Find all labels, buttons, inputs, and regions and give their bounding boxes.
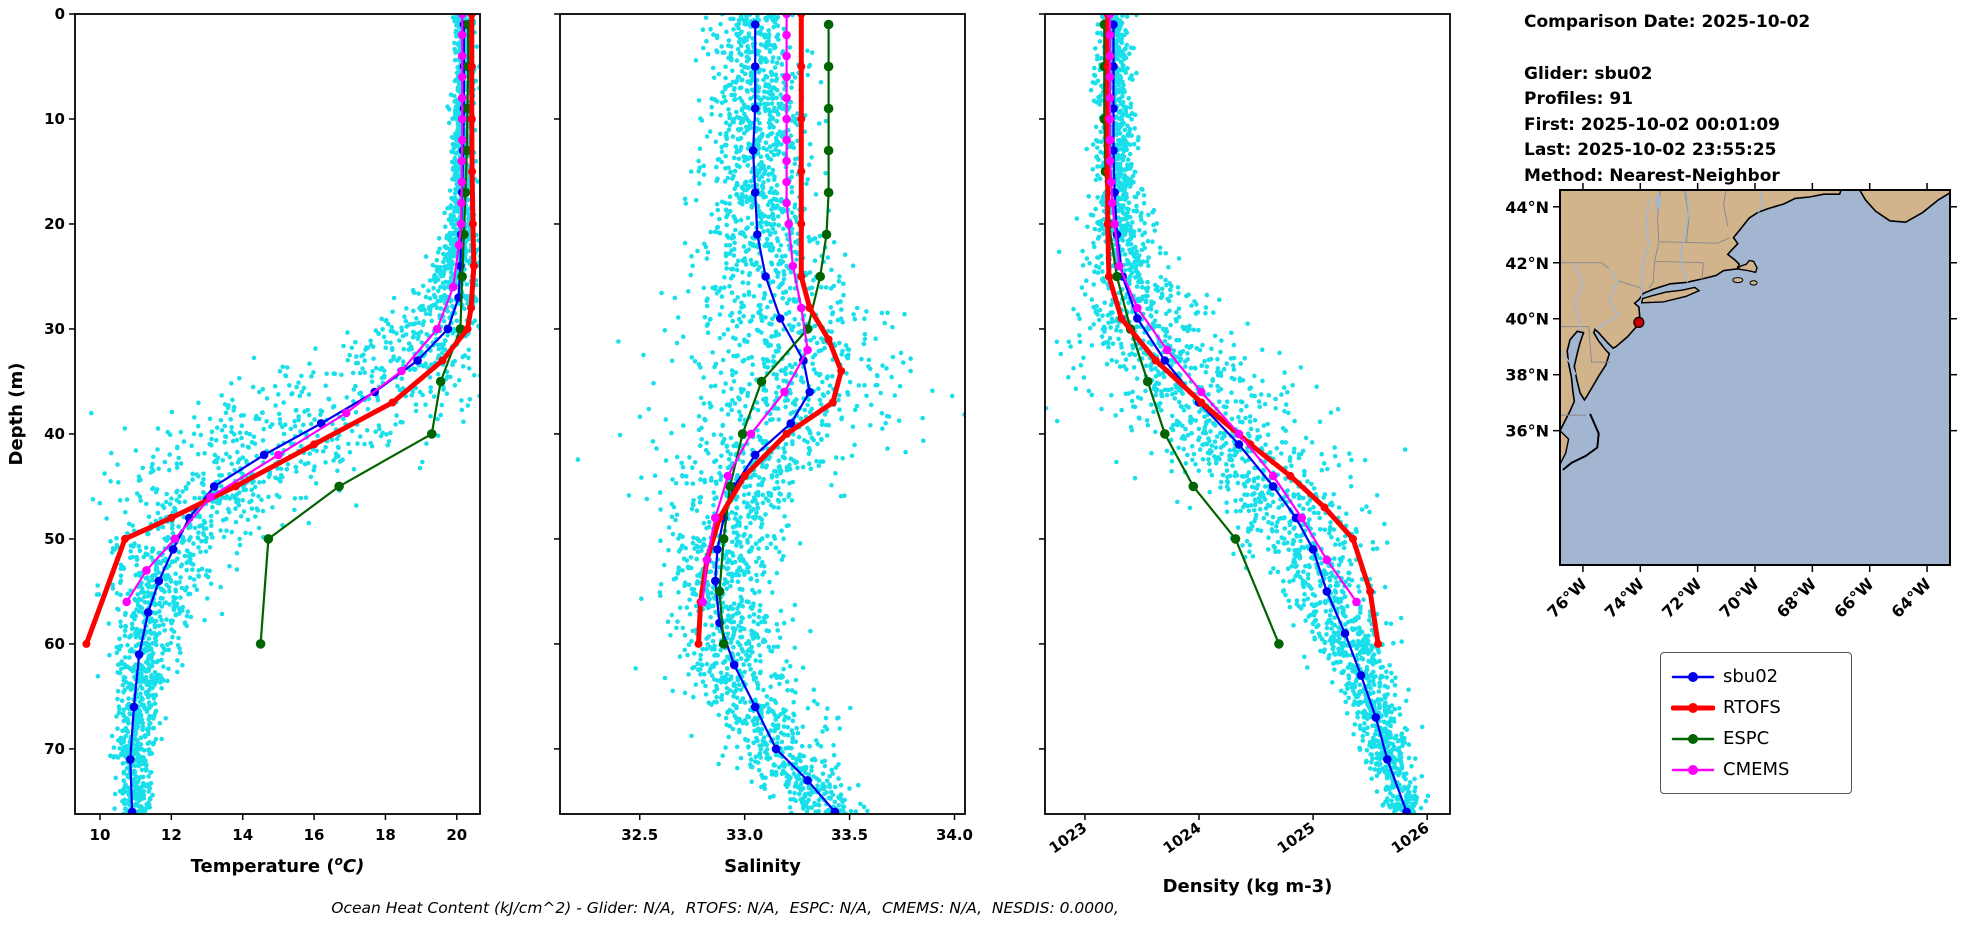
svg-text:40: 40 bbox=[44, 425, 65, 443]
nc-land bbox=[1560, 429, 1570, 465]
svg-text:20: 20 bbox=[446, 826, 467, 844]
salinity-series-ESPC bbox=[714, 19, 834, 649]
svg-text:60: 60 bbox=[44, 635, 65, 653]
rivers bbox=[1560, 190, 1763, 375]
legend-marker-espc bbox=[1671, 733, 1715, 744]
temperature-series-RTOFS bbox=[82, 14, 478, 648]
glider-name: Glider: sbu02 bbox=[1524, 63, 1653, 84]
location-map: 44°N42°N40°N38°N36°N76°W 74°W 72°W 70°W 68°W… bbox=[1505, 183, 1957, 622]
legend-item-sbu02: sbu02 bbox=[1671, 661, 1841, 692]
marthas-vineyard bbox=[1732, 277, 1744, 284]
ohc-caption: Ocean Heat Content (kJ/cm^2) - Glider: N… bbox=[331, 899, 1119, 917]
glider-location-marker bbox=[1633, 316, 1645, 328]
temperature-ylabel: Depth (m) bbox=[6, 363, 27, 466]
svg-text:14: 14 bbox=[232, 826, 253, 844]
legend-label: RTOFS bbox=[1723, 697, 1781, 718]
nova-scotia bbox=[1858, 190, 1950, 224]
temperature-series-CMEMS bbox=[122, 14, 467, 607]
nantucket bbox=[1749, 280, 1758, 286]
legend: sbu02 RTOFS ESPC CMEMS bbox=[1660, 652, 1852, 794]
svg-text:70: 70 bbox=[44, 740, 65, 758]
comparison-info: Comparison Date: 2025-10-02 Glider: sbu0… bbox=[1524, 10, 1810, 189]
legend-label: sbu02 bbox=[1723, 666, 1779, 687]
svg-text:10: 10 bbox=[44, 110, 65, 128]
svg-text:20: 20 bbox=[44, 215, 65, 233]
comparison-date: Comparison Date: 2025-10-02 bbox=[1524, 12, 1811, 32]
salinity-series-CMEMS bbox=[698, 14, 812, 607]
legend-item-cmems: CMEMS bbox=[1671, 754, 1841, 785]
density-series-CMEMS bbox=[1105, 14, 1361, 607]
long-island bbox=[1640, 286, 1701, 304]
profiles-count: Profiles: 91 bbox=[1524, 89, 1633, 109]
legend-label: ESPC bbox=[1723, 728, 1770, 749]
lake-champlain bbox=[1655, 190, 1661, 213]
temperature-xlabel: Temperature (oC) bbox=[191, 854, 365, 877]
svg-text:50: 50 bbox=[44, 530, 65, 548]
mainland-coast bbox=[1560, 190, 1842, 432]
state-borders bbox=[1560, 190, 1730, 416]
legend-item-rtofs: RTOFS bbox=[1671, 692, 1841, 723]
comparison-method: Method: Nearest-Neighbor bbox=[1524, 165, 1780, 186]
legend-label: CMEMS bbox=[1723, 759, 1790, 780]
svg-text:16: 16 bbox=[304, 826, 325, 844]
svg-text:30: 30 bbox=[44, 320, 65, 338]
legend-marker-cmems bbox=[1671, 764, 1715, 775]
svg-text:18: 18 bbox=[375, 826, 396, 844]
legend-item-espc: ESPC bbox=[1671, 723, 1841, 754]
map-canvas bbox=[1560, 190, 1950, 565]
svg-text:10: 10 bbox=[90, 826, 111, 844]
first-profile-time: First: 2025-10-02 00:01:09 bbox=[1524, 114, 1781, 135]
svg-text:12: 12 bbox=[161, 826, 182, 844]
density-xlabel: Density (kg m-3) bbox=[1163, 876, 1333, 897]
svg-text:0: 0 bbox=[55, 5, 65, 23]
outer-banks bbox=[1562, 413, 1600, 471]
legend-marker-rtofs bbox=[1671, 702, 1715, 713]
legend-marker-sbu02 bbox=[1671, 671, 1715, 682]
salinity-xlabel: Salinity bbox=[724, 856, 801, 877]
last-profile-time: Last: 2025-10-02 23:55:25 bbox=[1524, 140, 1777, 160]
cape-cod bbox=[1735, 259, 1758, 274]
temperature-panel: 10 12 14 16 18 20 0 10 20 30 40 50 60 70 Temperature (… bbox=[6, 5, 481, 877]
profile-charts: 10 12 14 16 18 20 0 10 20 30 40 50 60 70 Temperature (… bbox=[6, 5, 1451, 897]
